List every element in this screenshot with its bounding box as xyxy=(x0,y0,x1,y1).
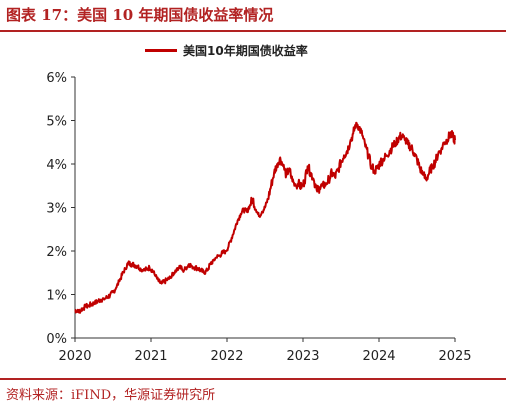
legend-label: 美国10年期国债收益率 xyxy=(183,43,308,58)
x-tick-label: 2021 xyxy=(134,349,167,364)
x-tick-label: 2020 xyxy=(58,349,91,364)
y-tick-label: 0% xyxy=(46,332,67,347)
source-rule xyxy=(0,378,506,380)
title-rule xyxy=(0,30,506,32)
x-tick-label: 2023 xyxy=(286,349,319,364)
y-tick-label: 1% xyxy=(46,289,67,304)
y-tick-label: 5% xyxy=(46,115,67,130)
figure-source: 资料来源：iFIND，华源证券研究所 xyxy=(6,388,216,403)
chart-legend: 美国10年期国债收益率 xyxy=(145,42,308,58)
legend-swatch xyxy=(145,48,177,52)
x-tick-label: 2025 xyxy=(438,349,471,364)
series-line xyxy=(74,121,456,314)
x-tick-label: 2022 xyxy=(210,349,243,364)
y-tick-label: 6% xyxy=(46,71,67,86)
y-tick-label: 2% xyxy=(46,245,67,260)
y-tick-label: 3% xyxy=(46,202,67,217)
figure-title: 图表 17：美国 10 年期国债收益率情况 xyxy=(6,6,274,24)
y-tick-label: 4% xyxy=(46,158,67,173)
chart-ticks: 0% 1% 2% 3% 4% 5% 6% 2020 2021 2022 2023 2024 2025 xyxy=(46,71,471,364)
x-tick-label: 2024 xyxy=(362,349,395,364)
